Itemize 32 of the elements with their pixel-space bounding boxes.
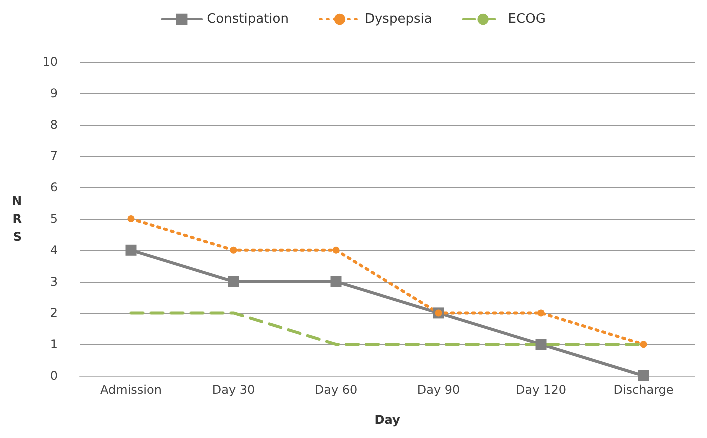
y-tick-label: 4 [50,243,58,258]
y-tick-label: 8 [50,118,58,132]
y-tick-label: 3 [50,274,58,289]
y-tick-label: 5 [50,212,58,226]
x-tick-label: Admission [100,383,162,397]
x-tick-label: Day 90 [417,383,460,397]
legend-label: Constipation [207,12,289,27]
legend-label: ECOG [508,12,546,27]
point [538,310,545,317]
point [126,244,137,256]
point [640,341,648,348]
legend-label: Dyspepsia [364,12,432,27]
x-tick-label: Discharge [614,383,674,397]
y-tick-label: 2 [50,306,58,320]
y-tick-label: 10 [42,55,58,69]
y-tick-label: 7 [50,149,58,164]
point [128,216,135,222]
x-axis-title: Day [374,413,400,427]
y-axis-title: NRS [12,194,22,244]
y-tick-label: 0 [50,369,58,383]
x-tick-label: Day 30 [212,383,256,397]
point [332,246,340,254]
y-tick-label: 6 [50,180,58,195]
point [230,246,238,254]
point [536,339,547,350]
x-tick-label: Day 60 [314,383,358,397]
point [638,370,650,382]
y-tick-label: 9 [50,86,58,100]
x-tick-label: Day 120 [516,383,566,397]
point [330,276,342,288]
point [228,276,240,288]
y-tick-label: 1 [50,338,58,352]
